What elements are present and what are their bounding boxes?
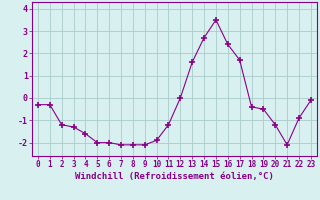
X-axis label: Windchill (Refroidissement éolien,°C): Windchill (Refroidissement éolien,°C) <box>75 172 274 181</box>
